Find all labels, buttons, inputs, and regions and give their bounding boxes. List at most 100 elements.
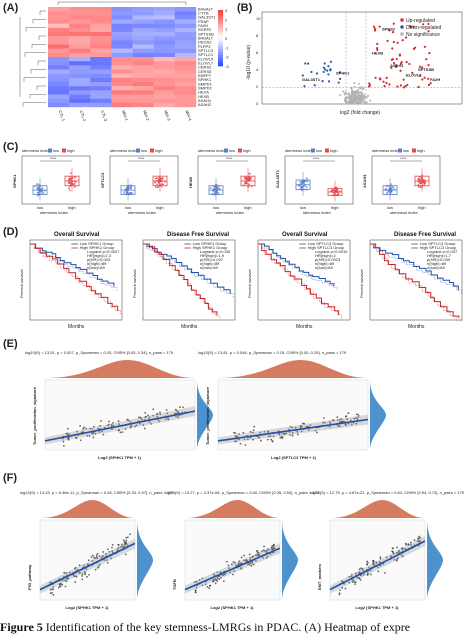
- scatter-point: [262, 557, 264, 559]
- volcano-point-ns: [352, 101, 355, 104]
- boxplot-point: [215, 183, 218, 186]
- scatter-point: [165, 409, 168, 411]
- heatmap-cell: [111, 69, 133, 74]
- heatmap-cell: [111, 15, 133, 20]
- boxplot-point: [393, 188, 396, 191]
- heatmap-gene-label: SPTSSB: [198, 31, 214, 36]
- scatter-point: [270, 547, 273, 550]
- scatter-point: [201, 577, 204, 580]
- volcano-ytick: 8: [256, 33, 259, 38]
- heatmap-cell: [111, 65, 133, 70]
- boxplot-point: [70, 179, 73, 182]
- colorscale-tick: -3: [225, 64, 229, 69]
- volcano-point-up: [428, 52, 431, 55]
- heatmap-cell: [90, 94, 112, 99]
- scatter-point: [361, 568, 364, 570]
- boxplot-point: [155, 177, 158, 180]
- scatter-point: [234, 440, 236, 443]
- volcano-point-ns: [355, 95, 358, 98]
- scatter-point: [105, 559, 108, 561]
- boxplot-point: [297, 184, 300, 187]
- scatter-point: [251, 431, 254, 434]
- boxplot-point: [36, 191, 39, 194]
- panel-label-c: (C): [3, 141, 19, 153]
- volcano-point-down: [301, 74, 304, 77]
- volcano-point-up: [412, 25, 415, 28]
- heatmap-cell: [111, 61, 133, 66]
- boxplot-point: [302, 179, 305, 182]
- heatmap-cell: [48, 86, 70, 91]
- boxplot-point: [38, 184, 41, 186]
- km-legend-stat: p(HR)=0.0023: [315, 257, 341, 262]
- heatmap-cell: [48, 98, 70, 104]
- boxplot-point: [384, 188, 387, 191]
- boxplot-legend-high: high: [417, 148, 425, 153]
- scatter-point: [84, 571, 86, 574]
- boxplot-point: [302, 182, 305, 185]
- boxplot-point: [217, 184, 220, 187]
- heatmap-cell: [174, 61, 197, 66]
- scatter-point: [129, 420, 131, 423]
- scatter-point: [66, 427, 69, 430]
- boxplot-point: [130, 185, 132, 188]
- heatmap-cell: [69, 11, 91, 16]
- scatter-point: [273, 545, 275, 547]
- heatmap-cell: [48, 15, 70, 20]
- boxplot-legend-high: high: [330, 148, 338, 153]
- volcano-point-ns: [346, 100, 349, 103]
- scatter-point: [234, 434, 237, 437]
- volcano-legend-label: No significance: [406, 32, 440, 38]
- boxplot-point: [215, 189, 218, 192]
- km-legend-stat: HR(high)=1.7: [427, 253, 452, 258]
- volcano-point-up: [392, 40, 395, 44]
- heatmap-cell: [132, 90, 154, 95]
- boxplot-legend-low: low: [141, 148, 147, 153]
- heatmap-cell: [132, 19, 154, 24]
- heatmap-cell: [174, 90, 197, 95]
- scatter-point: [372, 559, 374, 562]
- boxplot-point: [128, 192, 131, 195]
- boxplot-point: [73, 176, 76, 178]
- heatmap-cell: [153, 98, 176, 104]
- volcano-point-ns: [350, 95, 353, 98]
- scatter-point: [407, 543, 410, 545]
- km-legend-stat: n(low)=89: [200, 265, 218, 270]
- scatter-point: [271, 545, 274, 547]
- heatmap-cell: [174, 7, 197, 12]
- volcano-point-ns: [345, 93, 348, 96]
- boxplot-point: [250, 185, 253, 188]
- heatmap-cell: [174, 65, 197, 70]
- heatmap-cell: [132, 32, 154, 37]
- heatmap-cell: [90, 23, 112, 29]
- volcano-point-down: [338, 71, 341, 74]
- volcano-gene-label-up: SPNS2: [382, 26, 396, 31]
- colorscale-step: [218, 18, 223, 22]
- scatter-point: [48, 581, 51, 584]
- volcano-point-down: [303, 85, 306, 88]
- boxplot-point: [217, 187, 220, 190]
- volcano-point-up: [390, 66, 393, 70]
- scatter-point: [220, 576, 222, 579]
- colorscale-step: [218, 10, 223, 14]
- heatmap-cell: [48, 77, 70, 83]
- heatmap-sample-label: MIX-4: [184, 110, 193, 122]
- scatter-point: [143, 427, 146, 430]
- volcano-point-up: [427, 83, 431, 87]
- scatter-point: [243, 438, 246, 441]
- scatter-ylabel: Tumor_proliferation_signature: [205, 386, 210, 445]
- boxplot-point: [158, 178, 161, 181]
- km-ci: [33, 247, 118, 291]
- scatter-point: [126, 418, 129, 421]
- volcano-point-up: [391, 30, 395, 34]
- scatter-point: [120, 543, 123, 546]
- scatter-point: [267, 435, 270, 438]
- scatter-point: [179, 406, 181, 408]
- heatmap-cell: [153, 36, 176, 41]
- heatmap-cell: [90, 11, 112, 16]
- colorscale-tick: -1: [225, 45, 229, 50]
- volcano-point-up: [368, 85, 371, 88]
- heatmap-sample-label: MIX-3: [163, 110, 172, 122]
- heatmap-cell: [90, 48, 112, 54]
- heatmap-cell: [90, 73, 112, 79]
- heatmap-gene-label: HEXA: [198, 90, 209, 95]
